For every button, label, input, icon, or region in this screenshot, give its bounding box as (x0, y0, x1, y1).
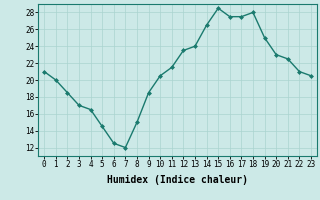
X-axis label: Humidex (Indice chaleur): Humidex (Indice chaleur) (107, 175, 248, 185)
